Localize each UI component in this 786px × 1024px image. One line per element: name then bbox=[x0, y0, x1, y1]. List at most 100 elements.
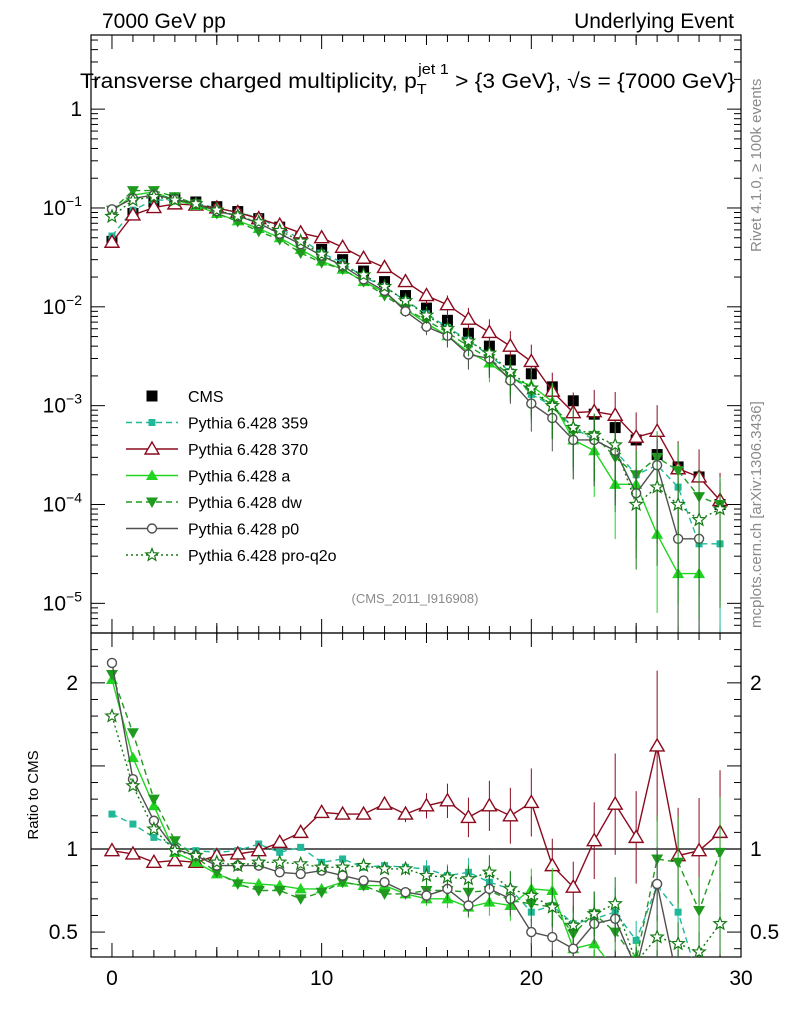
data-point bbox=[103, 842, 121, 857]
data-point bbox=[336, 877, 349, 889]
data-point bbox=[460, 809, 477, 824]
legend-marker bbox=[148, 419, 156, 426]
data-point bbox=[672, 996, 684, 1007]
legend-marker bbox=[143, 440, 161, 455]
data-point bbox=[439, 296, 456, 311]
series-line-pa bbox=[111, 679, 638, 957]
main-plot-panel: 1 10−1 10−2 10−3 10−4 10−5 bbox=[43, 34, 742, 957]
data-point bbox=[523, 794, 540, 809]
data-point bbox=[565, 878, 582, 893]
data-point bbox=[481, 864, 498, 879]
data-point bbox=[460, 870, 477, 886]
data-point bbox=[627, 428, 645, 443]
legend-entry-p359: Pythia 6.428 359 bbox=[126, 416, 308, 433]
data-point bbox=[439, 869, 456, 884]
data-point bbox=[294, 894, 307, 905]
data-point bbox=[251, 854, 267, 869]
data-point bbox=[418, 797, 435, 812]
data-point bbox=[145, 199, 163, 214]
data-point bbox=[292, 233, 309, 248]
series-line-pa bbox=[111, 191, 700, 575]
data-point bbox=[670, 496, 686, 512]
data-point bbox=[544, 397, 561, 413]
data-point bbox=[126, 186, 139, 197]
data-point bbox=[607, 895, 623, 911]
data-point bbox=[313, 229, 330, 244]
data-point bbox=[397, 805, 414, 820]
data-point bbox=[313, 804, 330, 819]
data-point bbox=[565, 917, 581, 933]
data-point bbox=[418, 287, 435, 302]
data-point bbox=[606, 406, 624, 421]
data-point bbox=[502, 363, 519, 379]
ratio-y-tick-label-right: 0.5 bbox=[750, 921, 779, 944]
data-point bbox=[523, 887, 540, 903]
data-point bbox=[271, 854, 288, 869]
data-point bbox=[481, 344, 498, 360]
legend-marker bbox=[146, 497, 158, 508]
data-point bbox=[125, 191, 141, 207]
data-point bbox=[586, 905, 602, 921]
data-point bbox=[400, 306, 411, 317]
legend-entry-pp0: Pythia 6.428 p0 bbox=[126, 522, 299, 539]
data-point bbox=[252, 877, 265, 889]
data-point bbox=[481, 797, 498, 812]
data-point bbox=[129, 820, 137, 828]
legend-entry-pa: Pythia 6.428 a bbox=[126, 469, 290, 486]
data-point bbox=[586, 832, 603, 847]
ratio-y-tick-label-right: 2 bbox=[750, 672, 762, 695]
data-point bbox=[104, 707, 120, 723]
data-point bbox=[188, 195, 204, 211]
legend-label: Pythia 6.428 pro-q2o bbox=[188, 548, 337, 565]
data-point bbox=[251, 213, 267, 229]
header-right-label: Underlying Event bbox=[574, 10, 734, 33]
data-point bbox=[672, 857, 685, 869]
data-point bbox=[695, 974, 704, 983]
data-point bbox=[103, 233, 121, 248]
data-point bbox=[634, 953, 638, 957]
data-point bbox=[544, 899, 561, 914]
data-point bbox=[271, 833, 288, 849]
data-point bbox=[334, 805, 351, 820]
legend-entry-p370: Pythia 6.428 370 bbox=[126, 440, 308, 459]
legend-entry-cms: CMS bbox=[146, 389, 224, 406]
data-point bbox=[124, 845, 142, 860]
chart-title: Transverse charged multiplicity, p Tjet 1… bbox=[80, 61, 735, 98]
series-line-pp0 bbox=[111, 662, 674, 957]
data-point bbox=[462, 887, 475, 899]
data-point bbox=[295, 868, 306, 880]
series-pp0 bbox=[106, 657, 704, 983]
data-point bbox=[674, 908, 682, 916]
data-point bbox=[230, 857, 246, 873]
data-point bbox=[418, 307, 435, 322]
data-point bbox=[355, 805, 372, 820]
data-point bbox=[378, 889, 391, 900]
legend-label: Pythia 6.428 370 bbox=[188, 442, 308, 459]
data-point bbox=[146, 188, 162, 204]
data-point bbox=[168, 836, 181, 847]
ratio-y-tick-label: 1 bbox=[66, 838, 78, 861]
analysis-tag: (CMS_2011_I916908) bbox=[352, 591, 479, 606]
data-point bbox=[627, 828, 645, 844]
data-point bbox=[400, 887, 411, 898]
series-line-pq2o bbox=[111, 715, 721, 957]
data-point bbox=[355, 249, 372, 264]
data-point bbox=[502, 807, 519, 822]
data-point bbox=[481, 324, 498, 339]
series-line-p359 bbox=[111, 199, 720, 545]
data-point bbox=[712, 915, 728, 931]
data-point bbox=[712, 500, 728, 516]
data-point bbox=[334, 859, 351, 874]
x-tick-label: 10 bbox=[310, 967, 333, 990]
mcplots-site-label: mcplots.cern.ch [arXiv:1306.3436] bbox=[748, 401, 765, 628]
legend-marker bbox=[146, 469, 158, 480]
data-point bbox=[523, 380, 540, 395]
y-tick-label: 10−4 bbox=[43, 490, 83, 517]
data-point bbox=[691, 511, 707, 527]
data-point bbox=[313, 246, 330, 261]
data-point bbox=[150, 833, 158, 841]
data-point bbox=[210, 867, 223, 879]
y-tick-label: 10−3 bbox=[43, 391, 83, 418]
legend-label: Pythia 6.428 p0 bbox=[188, 522, 299, 539]
